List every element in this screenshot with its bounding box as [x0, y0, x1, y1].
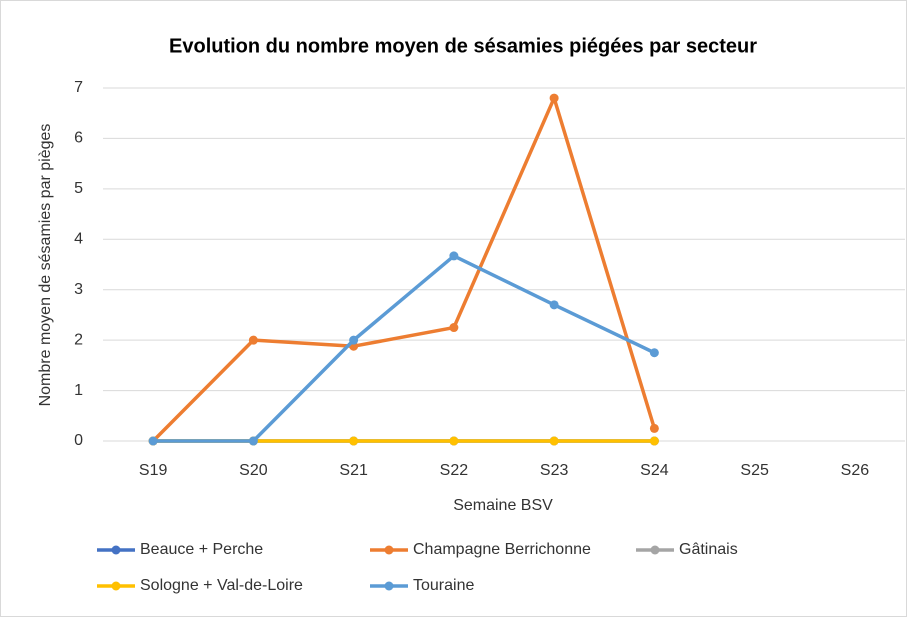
x-axis-label: Semaine BSV — [453, 497, 553, 514]
y-tick-label: 2 — [74, 331, 83, 348]
series-marker — [349, 335, 359, 345]
series-marker — [248, 335, 258, 345]
y-tick-label: 3 — [74, 281, 83, 298]
series-marker — [649, 423, 659, 433]
series-marker — [449, 251, 459, 261]
legend-marker — [384, 545, 394, 555]
legend-label: Champagne Berrichonne — [413, 541, 591, 558]
legend-marker — [650, 545, 660, 555]
x-tick-label: S25 — [740, 462, 769, 479]
series-line — [151, 96, 657, 443]
y-tick-label: 5 — [74, 180, 83, 197]
x-tick-label: S19 — [139, 462, 168, 479]
series-marker — [449, 436, 459, 446]
legend-marker — [111, 581, 121, 591]
y-tick-label: 6 — [74, 130, 83, 147]
x-tick-label: S23 — [540, 462, 569, 479]
series-marker — [248, 436, 258, 446]
series-marker — [649, 436, 659, 446]
y-tick-label: 4 — [74, 231, 83, 248]
y-tick-label: 7 — [74, 79, 83, 96]
x-tick-label: S22 — [440, 462, 469, 479]
series-marker — [549, 93, 559, 103]
series-line — [153, 254, 656, 443]
x-tick-label: S24 — [640, 462, 669, 479]
series-marker — [549, 300, 559, 310]
legend-label: Beauce + Perche — [140, 541, 263, 558]
series-marker — [649, 348, 659, 358]
y-tick-label: 0 — [74, 432, 83, 449]
legend-marker — [111, 545, 121, 555]
legend-label: Gâtinais — [679, 541, 738, 558]
y-axis-label: Nombre moyen de sésamies par pièges — [37, 124, 54, 407]
legend-label: Sologne + Val-de-Loire — [140, 577, 303, 594]
x-tick-label: S21 — [339, 462, 368, 479]
x-tick-label: S20 — [239, 462, 268, 479]
series-marker — [449, 323, 459, 333]
y-tick-label: 1 — [74, 382, 83, 399]
series-marker — [349, 436, 359, 446]
series-marker — [549, 436, 559, 446]
series-marker — [148, 436, 158, 446]
chart-title: Evolution du nombre moyen de sésamies pi… — [169, 35, 757, 57]
legend-marker — [384, 581, 394, 591]
x-tick-label: S26 — [841, 462, 870, 479]
legend-label: Touraine — [413, 577, 474, 594]
